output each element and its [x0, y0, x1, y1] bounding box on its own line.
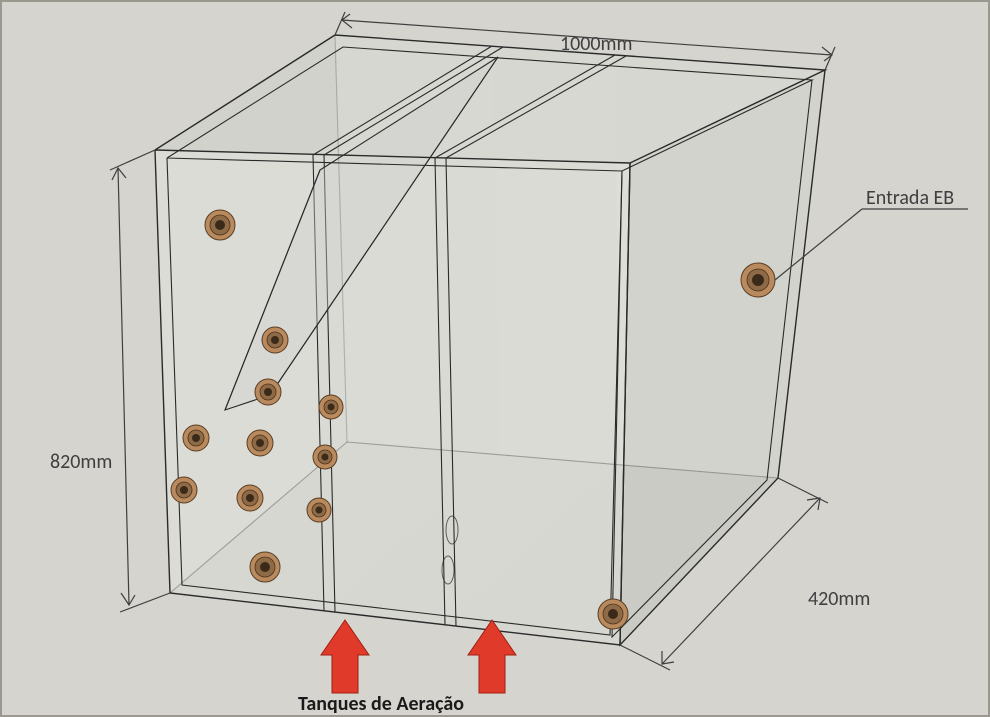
- fitting-inlet: [741, 263, 775, 297]
- fitting-left-1a: [183, 425, 209, 451]
- tank-right-wall: [620, 70, 825, 645]
- diagram-stage: 1000mm 820mm 420mm Entrada EB Tanques de…: [0, 0, 990, 717]
- fitting-mid-4: [237, 485, 263, 511]
- fitting-left-1b: [171, 477, 197, 503]
- dimension-depth-label: 420mm: [808, 587, 870, 611]
- fitting-drain-left: [250, 552, 280, 582]
- dimension-width-label: 1000mm: [560, 32, 633, 56]
- callout-inlet-label: Entrada EB: [866, 186, 954, 210]
- fitting-back-left-upper: [205, 210, 235, 240]
- fitting-drain-right: [598, 599, 628, 629]
- dimension-height-label: 820mm: [50, 450, 112, 474]
- fitting-mid-3: [247, 430, 273, 456]
- fitting-mid-2: [255, 379, 281, 405]
- fitting-mid-top: [262, 327, 288, 353]
- tank-diagram-svg: 1000mm 820mm 420mm Entrada EB Tanques de…: [0, 0, 990, 717]
- arrow-aeration-1: [321, 620, 369, 693]
- arrows-caption: Tanques de Aeração: [298, 692, 464, 716]
- fitting-div-2: [313, 445, 337, 469]
- fitting-div-3: [307, 498, 331, 522]
- fitting-div-top: [319, 395, 343, 419]
- dimension-height: 820mm: [50, 150, 170, 612]
